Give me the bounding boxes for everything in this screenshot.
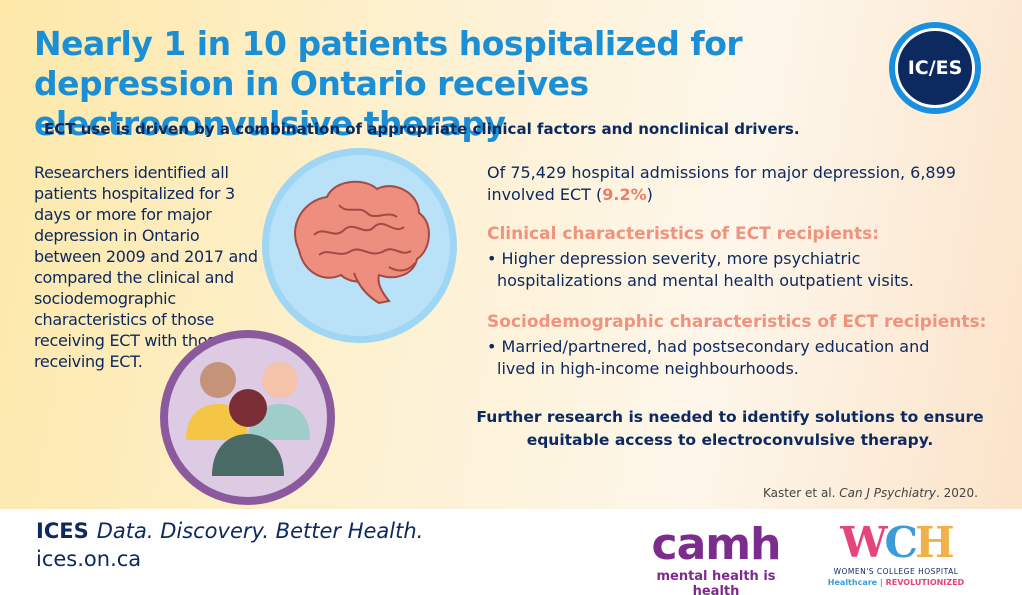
wch-monogram: WCH bbox=[826, 521, 966, 565]
sociodemographic-bullet: • Married/partnered, had postsecondary e… bbox=[487, 337, 930, 378]
footer-brand: ICES Data. Discovery. Better Health. bbox=[36, 519, 423, 543]
camh-tagline: mental health is health bbox=[656, 569, 776, 595]
subtitle: ECT use is driven by a combination of ap… bbox=[44, 120, 800, 138]
clinical-bullet: • Higher depression severity, more psych… bbox=[487, 249, 914, 290]
wch-logo: WCH WOMEN'S COLLEGE HOSPITAL Healthcare … bbox=[826, 521, 966, 588]
camh-logo: camh mental health is health bbox=[636, 523, 796, 595]
further-research-note: Further research is needed to identify s… bbox=[476, 408, 984, 449]
brain-illustration bbox=[262, 148, 457, 343]
brain-icon bbox=[294, 180, 430, 305]
stat-close: ) bbox=[646, 185, 653, 204]
group-icon bbox=[186, 362, 310, 476]
people-illustration bbox=[160, 330, 335, 505]
footer-brand-name: ICES bbox=[36, 519, 89, 543]
page-title: Nearly 1 in 10 patients hospitalized for… bbox=[34, 24, 743, 143]
camh-wordmark: camh bbox=[651, 519, 782, 570]
citation: Kaster et al. Can J Psychiatry. 2020. bbox=[700, 486, 978, 500]
clinical-heading: Clinical characteristics of ECT recipien… bbox=[487, 224, 880, 244]
wch-name: WOMEN'S COLLEGE HOSPITAL bbox=[833, 567, 959, 576]
stat-line: Of 75,429 hospital admissions for major … bbox=[487, 163, 956, 204]
wch-slogan-b: REVOLUTIONIZED bbox=[885, 578, 965, 587]
admissions-stat: Of 75,429 hospital admissions for major … bbox=[487, 162, 967, 206]
ect-percentage: 9.2% bbox=[602, 185, 647, 204]
citation-year: . 2020. bbox=[936, 486, 978, 500]
sociodemographic-heading: Sociodemographic characteristics of ECT … bbox=[487, 312, 987, 332]
ices-logo-text: IC/ES bbox=[895, 28, 975, 108]
footer-url[interactable]: ices.on.ca bbox=[36, 547, 142, 571]
ices-logo: IC/ES bbox=[889, 22, 981, 114]
wch-c: C bbox=[884, 518, 918, 567]
citation-journal: Can J Psychiatry bbox=[839, 486, 937, 500]
wch-slogan: Healthcare | REVOLUTIONIZED bbox=[826, 578, 966, 587]
footer: ICES Data. Discovery. Better Health. ices… bbox=[0, 509, 1022, 595]
study-description: Researchers identified all patients hosp… bbox=[34, 163, 258, 371]
wch-slogan-a: Healthcare | bbox=[827, 578, 886, 587]
footer-tagline: Data. Discovery. Better Health. bbox=[96, 519, 424, 543]
wch-h: H bbox=[914, 518, 955, 567]
citation-authors: Kaster et al. bbox=[762, 486, 840, 500]
wch-w: W bbox=[840, 518, 887, 567]
infographic-panel: Nearly 1 in 10 patients hospitalized for… bbox=[0, 0, 1022, 509]
